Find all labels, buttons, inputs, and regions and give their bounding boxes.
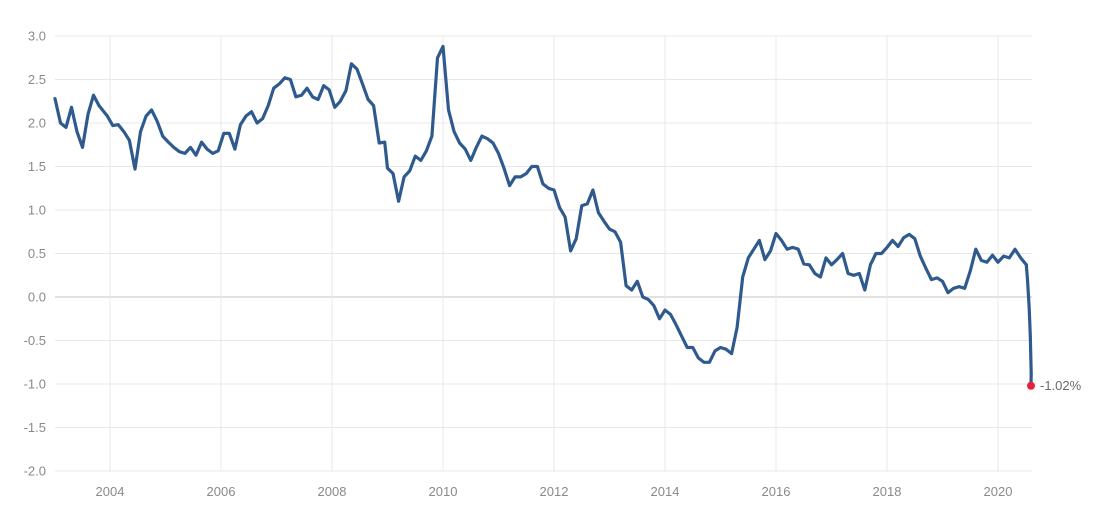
end-point-marker [1027,381,1035,390]
series-line-tail [1024,263,1033,388]
y-tick-label: 0.5 [28,246,46,261]
y-tick-label: -1.5 [24,420,46,435]
x-axis: 2004 2006 2008 2010 2012 2014 2016 2018 2020 [96,484,1013,499]
end-value-label: -1.02% [1040,378,1082,393]
series-line [53,44,1028,364]
y-tick-label: 2.0 [28,116,46,131]
y-tick-label: -0.5 [24,333,46,348]
y-axis: 3.0 2.5 2.0 1.5 1.0 0.5 0.0 -0.5 -1.0 -1.5 -2.0 [24,29,46,479]
y-tick-label: -1.0 [24,377,46,392]
y-tick-label: -2.0 [24,464,46,479]
x-tick-label: 2014 [651,484,680,499]
y-tick-label: 1.5 [28,159,46,174]
annotation-layer: -1.02% [1040,378,1082,393]
y-tick-label: 1.0 [28,203,46,218]
series-layer [53,44,1035,390]
x-tick-label: 2018 [873,484,902,499]
x-tick-label: 2016 [762,484,791,499]
x-tick-label: 2020 [984,484,1013,499]
grid-layer [55,35,1032,472]
x-tick-label: 2010 [429,484,458,499]
x-tick-label: 2006 [207,484,236,499]
x-tick-label: 2012 [540,484,569,499]
x-tick-label: 2008 [318,484,347,499]
y-tick-label: 3.0 [28,29,46,44]
y-tick-label: 0.0 [28,290,46,305]
y-tick-label: 2.5 [28,72,46,87]
x-tick-label: 2004 [96,484,125,499]
